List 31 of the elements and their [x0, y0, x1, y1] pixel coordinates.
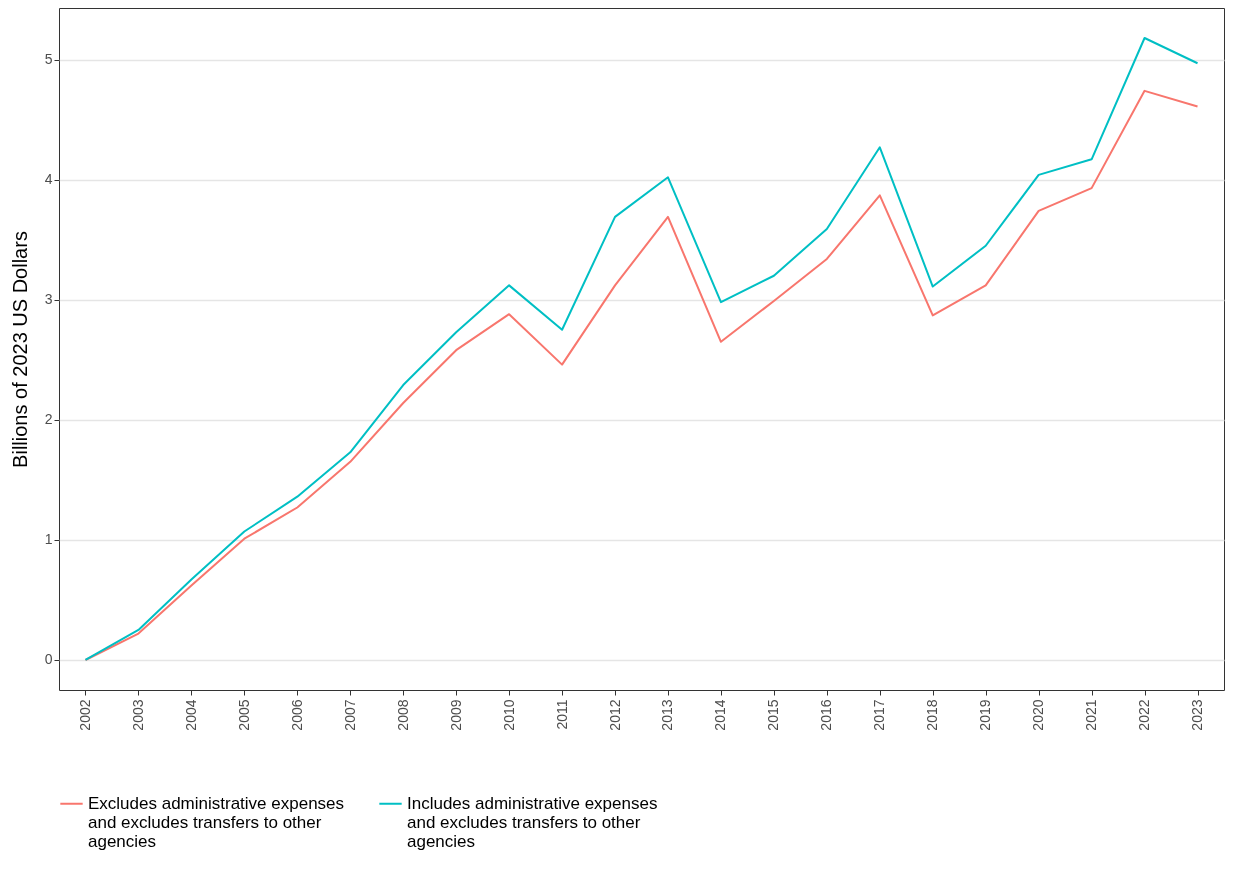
x-tick-label: 2010: [500, 699, 517, 731]
x-tick-label: 2009: [447, 699, 464, 731]
x-tick-label: 2014: [712, 699, 729, 731]
x-tick-label: 2002: [76, 699, 93, 731]
x-tick-label: 2018: [924, 699, 941, 731]
x-tick-label: 2005: [235, 699, 252, 731]
x-tick-label: 2004: [182, 699, 199, 731]
x-tick-label: 2017: [871, 699, 888, 731]
y-tick-label: 5: [44, 51, 53, 68]
x-tick-label: 2021: [1083, 699, 1100, 731]
x-tick-label: 2011: [553, 699, 570, 730]
x-tick-label: 2023: [1189, 699, 1206, 731]
y-tick-label: 0: [44, 651, 53, 668]
x-tick-label: 2008: [394, 699, 411, 731]
y-tick-label: 4: [44, 171, 53, 188]
x-tick-label: 2020: [1030, 699, 1047, 731]
x-tick-label: 2019: [977, 699, 994, 731]
x-tick-label: 2022: [1136, 699, 1153, 731]
x-tick-label: 2003: [129, 699, 146, 731]
x-tick-label: 2012: [606, 699, 623, 731]
y-tick-label: 3: [44, 291, 53, 308]
legend-label: Excludes administrative expenses and excludes transfers to other agencies: [88, 793, 345, 851]
x-tick-label: 2015: [765, 699, 782, 731]
x-tick-label: 2007: [341, 699, 358, 731]
x-tick-label: 2013: [659, 699, 676, 731]
x-tick-label: 2006: [288, 699, 305, 731]
y-tick-label: 2: [44, 411, 53, 428]
legend-label: Includes administrative expenses and excludes transfers to other agencies: [407, 793, 658, 851]
y-tick-label: 1: [44, 531, 53, 548]
x-tick-label: 2016: [818, 699, 835, 731]
y-axis-title: Billions of 2023 US Dollars: [8, 231, 31, 468]
